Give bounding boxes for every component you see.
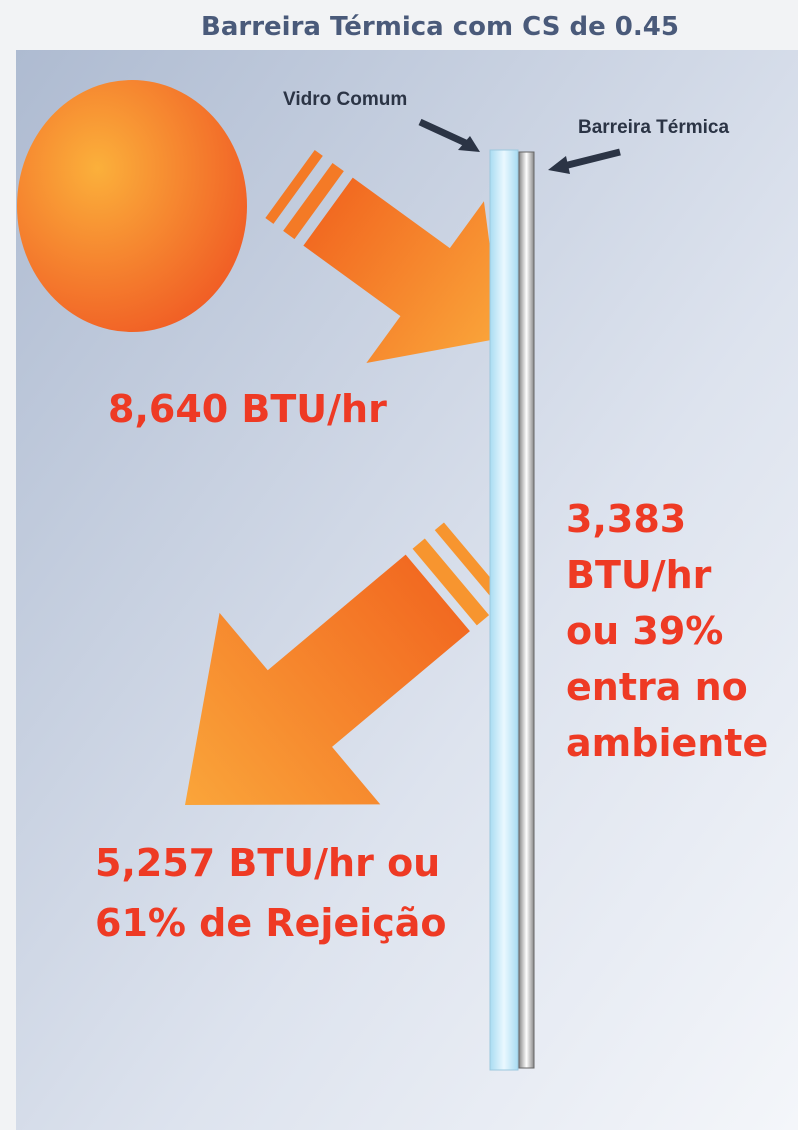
glass-pointer-head xyxy=(458,136,480,152)
barrier-label: Barreira Térmica xyxy=(578,117,729,138)
line: 5,257 BTU/hr ou xyxy=(95,841,440,885)
line: entra no xyxy=(566,665,748,709)
glass-label: Vidro Comum xyxy=(283,89,407,110)
line: BTU/hr xyxy=(566,553,712,597)
barrier-pointer-head xyxy=(548,156,570,174)
transmitted-text: 3,383 BTU/hr ou 39% entra no ambiente xyxy=(566,497,768,765)
line: 3,383 xyxy=(566,497,686,541)
barrier-pointer xyxy=(559,148,621,171)
glass xyxy=(489,149,519,1071)
incoming-value: 8,640 BTU/hr xyxy=(108,387,387,431)
title: Barreira Térmica com CS de 0.45 xyxy=(201,12,679,42)
incoming-arrow xyxy=(265,150,502,364)
sun xyxy=(17,80,247,332)
glass-pointer xyxy=(418,118,472,149)
barrier xyxy=(518,151,535,1069)
rejected-text: 5,257 BTU/hr ou 61% de Rejeição xyxy=(95,841,453,945)
line: ambiente xyxy=(566,721,768,765)
line: ou 39% xyxy=(566,609,723,653)
line: 61% de Rejeição xyxy=(95,901,447,945)
